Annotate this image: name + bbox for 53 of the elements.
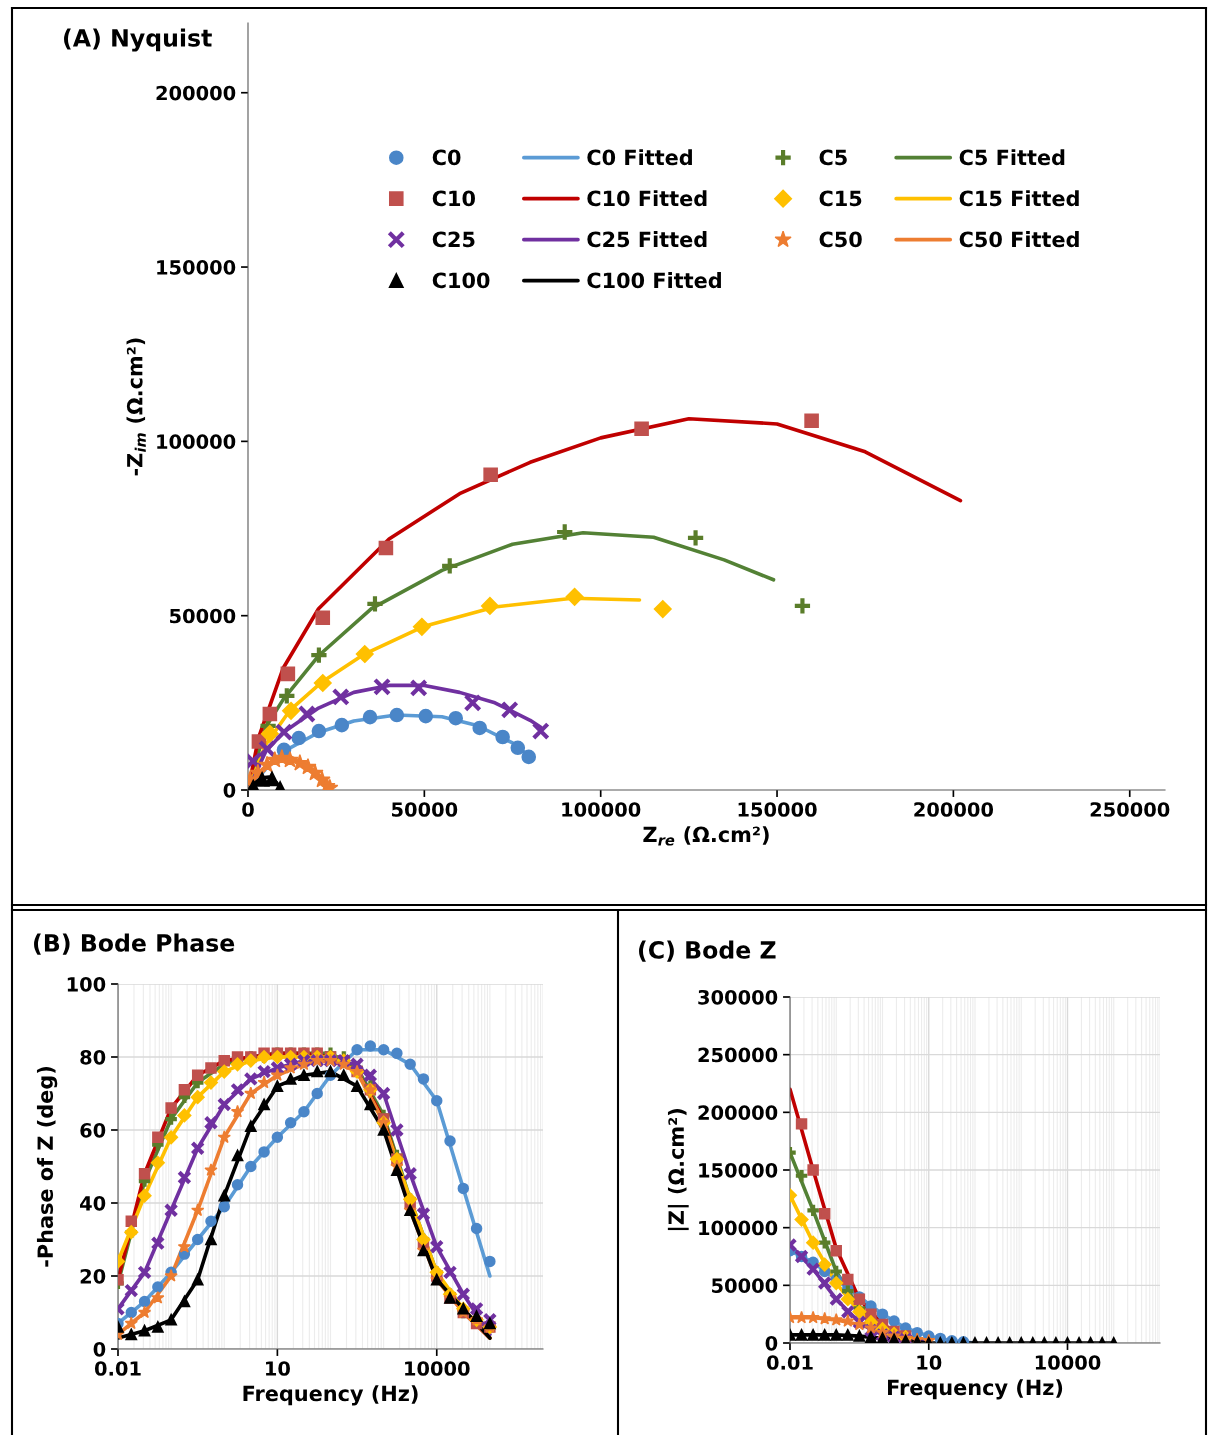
x-tick-label: 200000 bbox=[914, 802, 994, 817]
y-tick-label: 250000 bbox=[698, 1047, 778, 1063]
legend-label: C0 Fitted bbox=[587, 149, 692, 166]
y-tick-label: 40 bbox=[80, 1195, 106, 1211]
x-tick-label: 0 bbox=[242, 802, 254, 817]
x-tick-label: 150000 bbox=[738, 802, 817, 817]
legend-label: C25 Fitted bbox=[587, 231, 707, 248]
x-tick-label: 10 bbox=[917, 1355, 942, 1370]
legend-label: C50 Fitted bbox=[959, 231, 1079, 248]
y-tick-label: 0 bbox=[223, 782, 236, 798]
y-tick-label: 100000 bbox=[157, 434, 236, 450]
y-axis-title: |Z| (Ω.cm²) bbox=[667, 1109, 689, 1231]
legend-label: C100 Fitted bbox=[587, 272, 721, 289]
y-tick-label: 80 bbox=[80, 1049, 106, 1065]
chart-title: (B) Bode Phase bbox=[34, 933, 235, 955]
x-tick-label: 250000 bbox=[1090, 802, 1170, 817]
y-tick-label: 300000 bbox=[698, 989, 778, 1005]
legend-label: C15 Fitted bbox=[959, 190, 1079, 207]
x-tick-label: 0.01 bbox=[766, 1355, 813, 1370]
x-tick-label: 10000 bbox=[405, 1361, 470, 1376]
x-tick-label: 100000 bbox=[562, 802, 641, 817]
x-axis-title: Frequency (Hz) bbox=[243, 1385, 418, 1406]
y-tick-label: 150000 bbox=[157, 260, 236, 275]
legend-label: C10 Fitted bbox=[587, 190, 707, 207]
y-tick-label: 200000 bbox=[156, 85, 236, 101]
y-tick-label: 150000 bbox=[699, 1162, 778, 1178]
y-axis-title: -Phase of Z (deg) bbox=[36, 1067, 58, 1267]
x-tick-label: 0.01 bbox=[94, 1361, 141, 1376]
legend-label: C0 bbox=[432, 149, 461, 166]
chart-title: (C) Bode Z bbox=[639, 940, 776, 962]
x-tick-label: 10000 bbox=[1035, 1355, 1101, 1370]
y-tick-label: 60 bbox=[80, 1122, 106, 1138]
y-tick-label: 200000 bbox=[698, 1105, 778, 1120]
legend-label: C5 bbox=[819, 149, 847, 166]
y-tick-label: 20 bbox=[80, 1268, 106, 1284]
x-axis-title: Z$_{re}$ (Ω.cm²) bbox=[643, 826, 769, 846]
y-tick-label: 50000 bbox=[170, 608, 236, 624]
y-axis-title: -Z$_{im}$ (Ω.cm²) bbox=[126, 338, 146, 476]
x-tick-label: 10 bbox=[266, 1361, 290, 1376]
x-axis-title: Frequency (Hz) bbox=[888, 1379, 1063, 1400]
legend-label: C25 bbox=[432, 231, 475, 248]
legend-label: C50 bbox=[819, 231, 862, 248]
y-tick-label: 100 bbox=[67, 976, 106, 992]
x-tick-label: 50000 bbox=[392, 802, 458, 817]
legend-label: C5 Fitted bbox=[959, 149, 1065, 166]
y-tick-label: 50000 bbox=[712, 1278, 778, 1293]
y-tick-label: 0 bbox=[93, 1341, 106, 1357]
chart-title: (A) Nyquist bbox=[64, 28, 212, 52]
legend-label: C100 bbox=[432, 272, 490, 289]
y-tick-label: 100000 bbox=[699, 1220, 778, 1236]
legend-label: C15 bbox=[819, 190, 862, 207]
legend-label: C10 bbox=[432, 190, 475, 207]
y-tick-label: 0 bbox=[765, 1335, 778, 1351]
